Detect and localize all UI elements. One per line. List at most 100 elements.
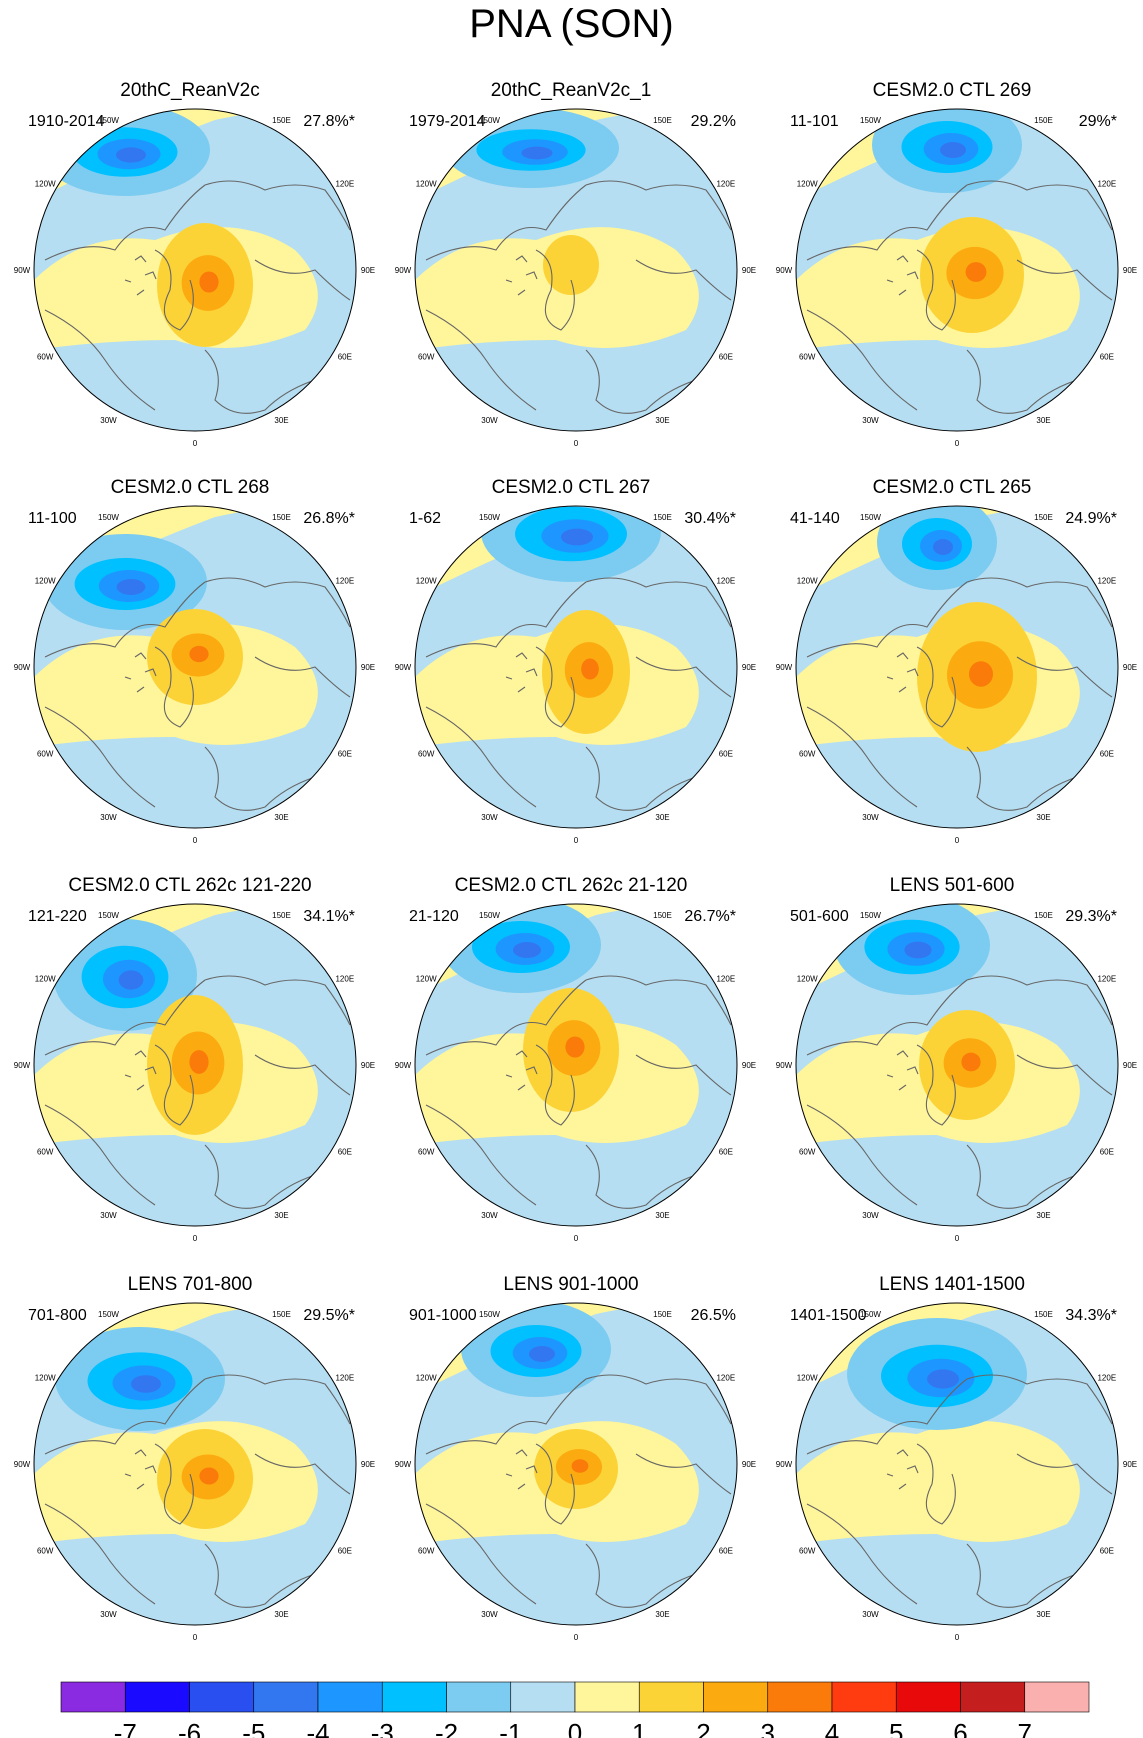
longitude-label: 60W [418,1547,435,1556]
panel-explained-variance: 26.7%* [684,908,736,925]
colorbar-tick-label: -1 [499,1718,522,1738]
map-panel: LENS 1401-1500 1401-1500 34.3%* 180 150E 120E… [762,1274,1142,1674]
colorbar-tick-label: 1 [632,1718,646,1738]
longitude-label: 0 [955,836,960,845]
longitude-label: 120E [716,975,735,984]
colorbar-swatch [638,1681,704,1713]
longitude-label: 90W [14,663,31,672]
longitude-label: 30E [655,1211,669,1220]
polar-map: 180 150E 120E 90E 60E 30E 0 30W 60W 90W 120W 150W [776,497,1137,845]
map-panel: CESM2.0 CTL 265 41-140 24.9%* 180 150E 120E 90… [762,477,1142,877]
longitude-label: 180 [950,100,964,102]
colorbar-tick-label: -3 [371,1718,394,1738]
map-panel: LENS 501-600 501-600 29.3%* 180 150E 120E 90E 6… [762,875,1142,1275]
longitude-label: 180 [569,497,583,499]
colorbar-swatch [703,1681,769,1713]
longitude-label: 120W [416,577,437,586]
longitude-label: 90W [776,663,793,672]
longitude-label: 0 [574,1633,579,1642]
longitude-label: 60E [719,1547,733,1556]
panel-explained-variance: 34.3%* [1065,1307,1117,1324]
longitude-label: 180 [569,1294,583,1296]
longitude-label: 150E [653,911,672,920]
longitude-label: 150E [653,513,672,522]
longitude-label: 120W [35,180,56,189]
longitude-label: 120E [1097,577,1116,586]
longitude-label: 90E [1123,1460,1137,1469]
longitude-label: 90E [742,1061,756,1070]
polar-map: 180 150E 120E 90E 60E 30E 0 30W 60W 90W 120W 150W [395,100,756,448]
longitude-label: 30E [1036,416,1050,425]
panel-title: CESM2.0 CTL 262c 21-120 [454,875,688,896]
longitude-label: 150W [98,116,119,125]
longitude-label: 150E [653,116,672,125]
longitude-label: 120W [35,1374,56,1383]
longitude-label: 60W [37,1148,54,1157]
polar-map: 180 150E 120E 90E 60E 30E 0 30W 60W 90W 120W 150W [14,497,375,845]
longitude-label: 180 [188,497,202,499]
colorbar-swatch [381,1681,447,1713]
longitude-label: 30W [100,1211,117,1220]
panel-year-range: 701-800 [28,1307,87,1324]
longitude-label: 30E [1036,813,1050,822]
panel-explained-variance: 30.4%* [684,510,736,527]
colorbar-swatch [510,1681,576,1713]
longitude-label: 30E [274,813,288,822]
longitude-label: 120W [35,975,56,984]
longitude-label: 30E [274,1211,288,1220]
colorbar-swatch [767,1681,833,1713]
coastlines [44,180,351,414]
colorbar-swatch [831,1681,897,1713]
coastlines [425,180,732,414]
colorbar-swatch [895,1681,961,1713]
longitude-label: 90E [361,663,375,672]
map-panel: CESM2.0 CTL 269 11-101 29%* 180 150E 120E 90E 6… [762,80,1142,480]
panel-title: LENS 701-800 [127,1274,253,1295]
colorbar-tick-label: -6 [178,1718,201,1738]
longitude-label: 60E [338,1547,352,1556]
longitude-label: 0 [955,1633,960,1642]
longitude-label: 30E [274,416,288,425]
colorbar-swatch [189,1681,255,1713]
longitude-label: 150E [1034,911,1053,920]
longitude-label: 0 [193,836,198,845]
longitude-label: 60E [719,1148,733,1157]
longitude-label: 120W [416,180,437,189]
longitude-label: 90E [361,266,375,275]
colorbar-tick-label: 6 [953,1718,967,1738]
polar-map: 180 150E 120E 90E 60E 30E 0 30W 60W 90W 120W 150W [776,100,1137,448]
longitude-label: 120W [797,1374,818,1383]
colorbar-tick-label: 5 [889,1718,903,1738]
longitude-label: 60E [338,1148,352,1157]
polar-map: 180 150E 120E 90E 60E 30E 0 30W 60W 90W 120W 150W [395,1294,756,1642]
longitude-label: 30E [1036,1211,1050,1220]
panel-year-range: 41-140 [790,510,840,527]
panel-explained-variance: 29%* [1078,113,1117,130]
longitude-label: 150W [860,116,881,125]
longitude-label: 30E [274,1610,288,1619]
panel-year-range: 121-220 [28,908,87,925]
longitude-label: 90E [361,1061,375,1070]
longitude-label: 60W [37,750,54,759]
colorbar-swatch [960,1681,1026,1713]
coastlines [806,180,1113,414]
longitude-label: 60E [1100,353,1114,362]
longitude-label: 90E [742,266,756,275]
longitude-label: 120E [716,1374,735,1383]
panel-explained-variance: 29.3%* [1065,908,1117,925]
longitude-label: 90E [742,1460,756,1469]
longitude-label: 150E [272,116,291,125]
longitude-label: 120W [797,577,818,586]
panel-explained-variance: 34.1%* [303,908,355,925]
map-field [415,904,737,1226]
longitude-label: 180 [188,895,202,897]
longitude-label: 30E [1036,1610,1050,1619]
longitude-label: 0 [574,1234,579,1243]
coastlines [44,577,351,811]
map-panel: CESM2.0 CTL 267 1-62 30.4%* 180 150E 120E 90E 6… [381,477,761,877]
longitude-label: 180 [569,100,583,102]
panel-title: LENS 901-1000 [503,1274,639,1295]
longitude-label: 0 [955,439,960,448]
longitude-label: 60E [1100,750,1114,759]
